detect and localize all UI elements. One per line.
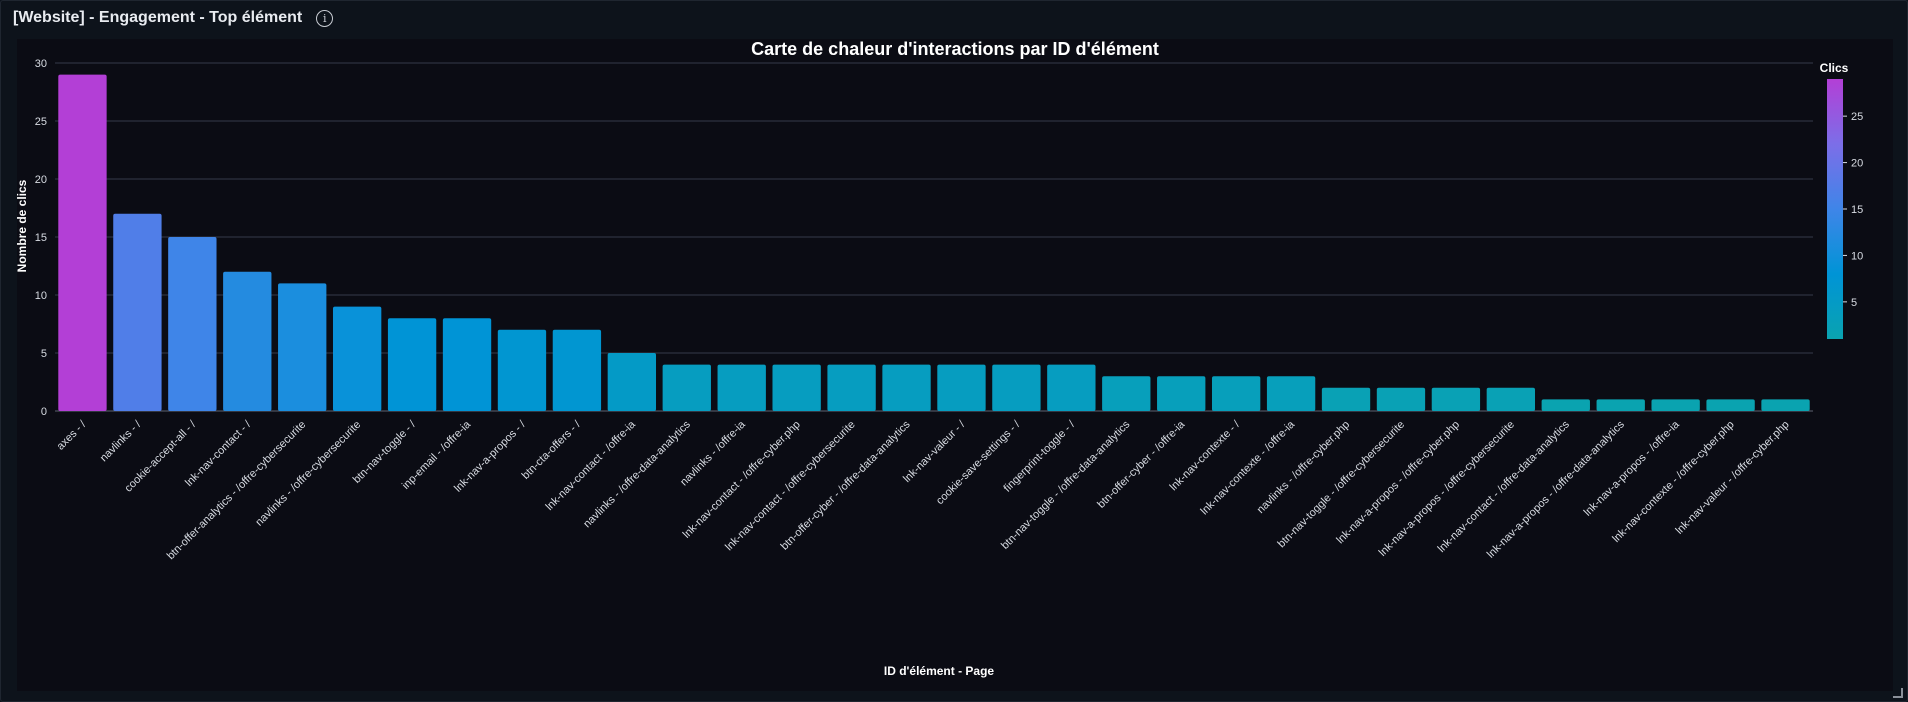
y-tick-label: 0: [41, 406, 47, 418]
bar[interactable]: [662, 364, 711, 411]
bar[interactable]: [1706, 399, 1755, 411]
x-tick-label: navlinks - /offre-data-analytics: [581, 418, 693, 530]
bar[interactable]: [552, 329, 602, 411]
bar[interactable]: [1266, 376, 1316, 411]
y-tick-label: 5: [41, 348, 47, 360]
y-tick-label: 25: [35, 116, 47, 128]
bar[interactable]: [992, 364, 1041, 411]
bar[interactable]: [332, 306, 382, 411]
y-tick-label: 20: [35, 174, 47, 186]
colorbar-tick-label: 5: [1851, 297, 1857, 309]
bar[interactable]: [387, 318, 437, 411]
bar[interactable]: [442, 318, 492, 411]
x-tick-label: navlinks - /: [98, 418, 144, 464]
x-axis-label: ID d'élément - Page: [884, 664, 995, 678]
x-tick-label: navlinks - /offre-cybersecurite: [253, 419, 363, 529]
bar[interactable]: [827, 364, 876, 411]
colorbar-tick-label: 25: [1851, 111, 1863, 123]
bar[interactable]: [58, 74, 107, 411]
bar[interactable]: [882, 364, 931, 411]
y-tick-label: 15: [35, 232, 47, 244]
y-tick-label: 30: [35, 58, 47, 70]
x-tick-label: lnk-nav-contact - /offre-cyber.php: [681, 419, 803, 541]
bar[interactable]: [1541, 399, 1590, 411]
colorbar-gradient: [1827, 79, 1843, 339]
bar[interactable]: [1431, 387, 1481, 411]
bar[interactable]: [223, 271, 272, 411]
colorbar-tick-label: 20: [1851, 158, 1863, 170]
bar[interactable]: [717, 364, 766, 411]
colorbar-legend: Clics 5 10 15 20 25: [1820, 61, 1863, 339]
bar[interactable]: [937, 364, 986, 411]
x-tick-label: btn-cta-offers - /: [520, 418, 584, 482]
bar[interactable]: [1102, 376, 1151, 411]
x-tick-label: lnk-nav-contact - /offre-ia: [544, 418, 639, 513]
x-tick-label: axes - /: [55, 418, 90, 453]
bar[interactable]: [168, 237, 217, 411]
panel-title: [Website] - Engagement - Top élément: [13, 9, 303, 26]
colorbar-tick-label: 15: [1851, 204, 1863, 216]
bar[interactable]: [113, 213, 162, 411]
bar[interactable]: [1651, 399, 1700, 411]
bar[interactable]: [1157, 376, 1206, 411]
x-tick-label: lnk-nav-valeur - /offre-cyber.php: [1673, 419, 1791, 537]
bar[interactable]: [1761, 399, 1810, 411]
bar[interactable]: [497, 329, 547, 411]
bar[interactable]: [1321, 387, 1371, 411]
chart-area: 0 5 10 15 20 25 30 axes - / navlinks - / cookie-…: [15, 39, 1893, 691]
y-tick-label: 10: [35, 290, 47, 302]
x-tick-label: navlinks - /offre-cyber.php: [1255, 419, 1352, 516]
colorbar-title: Clics: [1820, 61, 1849, 75]
panel-header: [Website] - Engagement - Top élément i: [1, 1, 1907, 35]
x-tick-label: lnk-nav-a-propos - /offre-ia: [1582, 418, 1683, 519]
x-tick-label: lnk-nav-a-propos - /offre-cyber.php: [1334, 419, 1462, 547]
bar[interactable]: [1376, 387, 1426, 411]
bar[interactable]: [1486, 387, 1536, 411]
x-tick-label: lnk-nav-contexte - /offre-ia: [1199, 418, 1298, 517]
bar[interactable]: [772, 364, 821, 411]
x-tick-label: lnk-nav-contexte - /offre-cyber.php: [1610, 419, 1736, 545]
colorbar-tick-label: 10: [1851, 250, 1863, 262]
bar[interactable]: [607, 353, 657, 411]
x-tick-label: btn-offer-cyber - /offre-ia: [1095, 418, 1188, 511]
info-icon[interactable]: i: [316, 9, 334, 27]
resize-handle[interactable]: [1893, 688, 1903, 698]
bar[interactable]: [1047, 364, 1096, 411]
bar[interactable]: [1596, 399, 1645, 411]
bar[interactable]: [1211, 376, 1261, 411]
chart-title: Carte de chaleur d'interactions par ID d…: [751, 39, 1159, 59]
bar[interactable]: [278, 283, 327, 411]
y-axis-label: Nombre de clics: [17, 179, 29, 272]
